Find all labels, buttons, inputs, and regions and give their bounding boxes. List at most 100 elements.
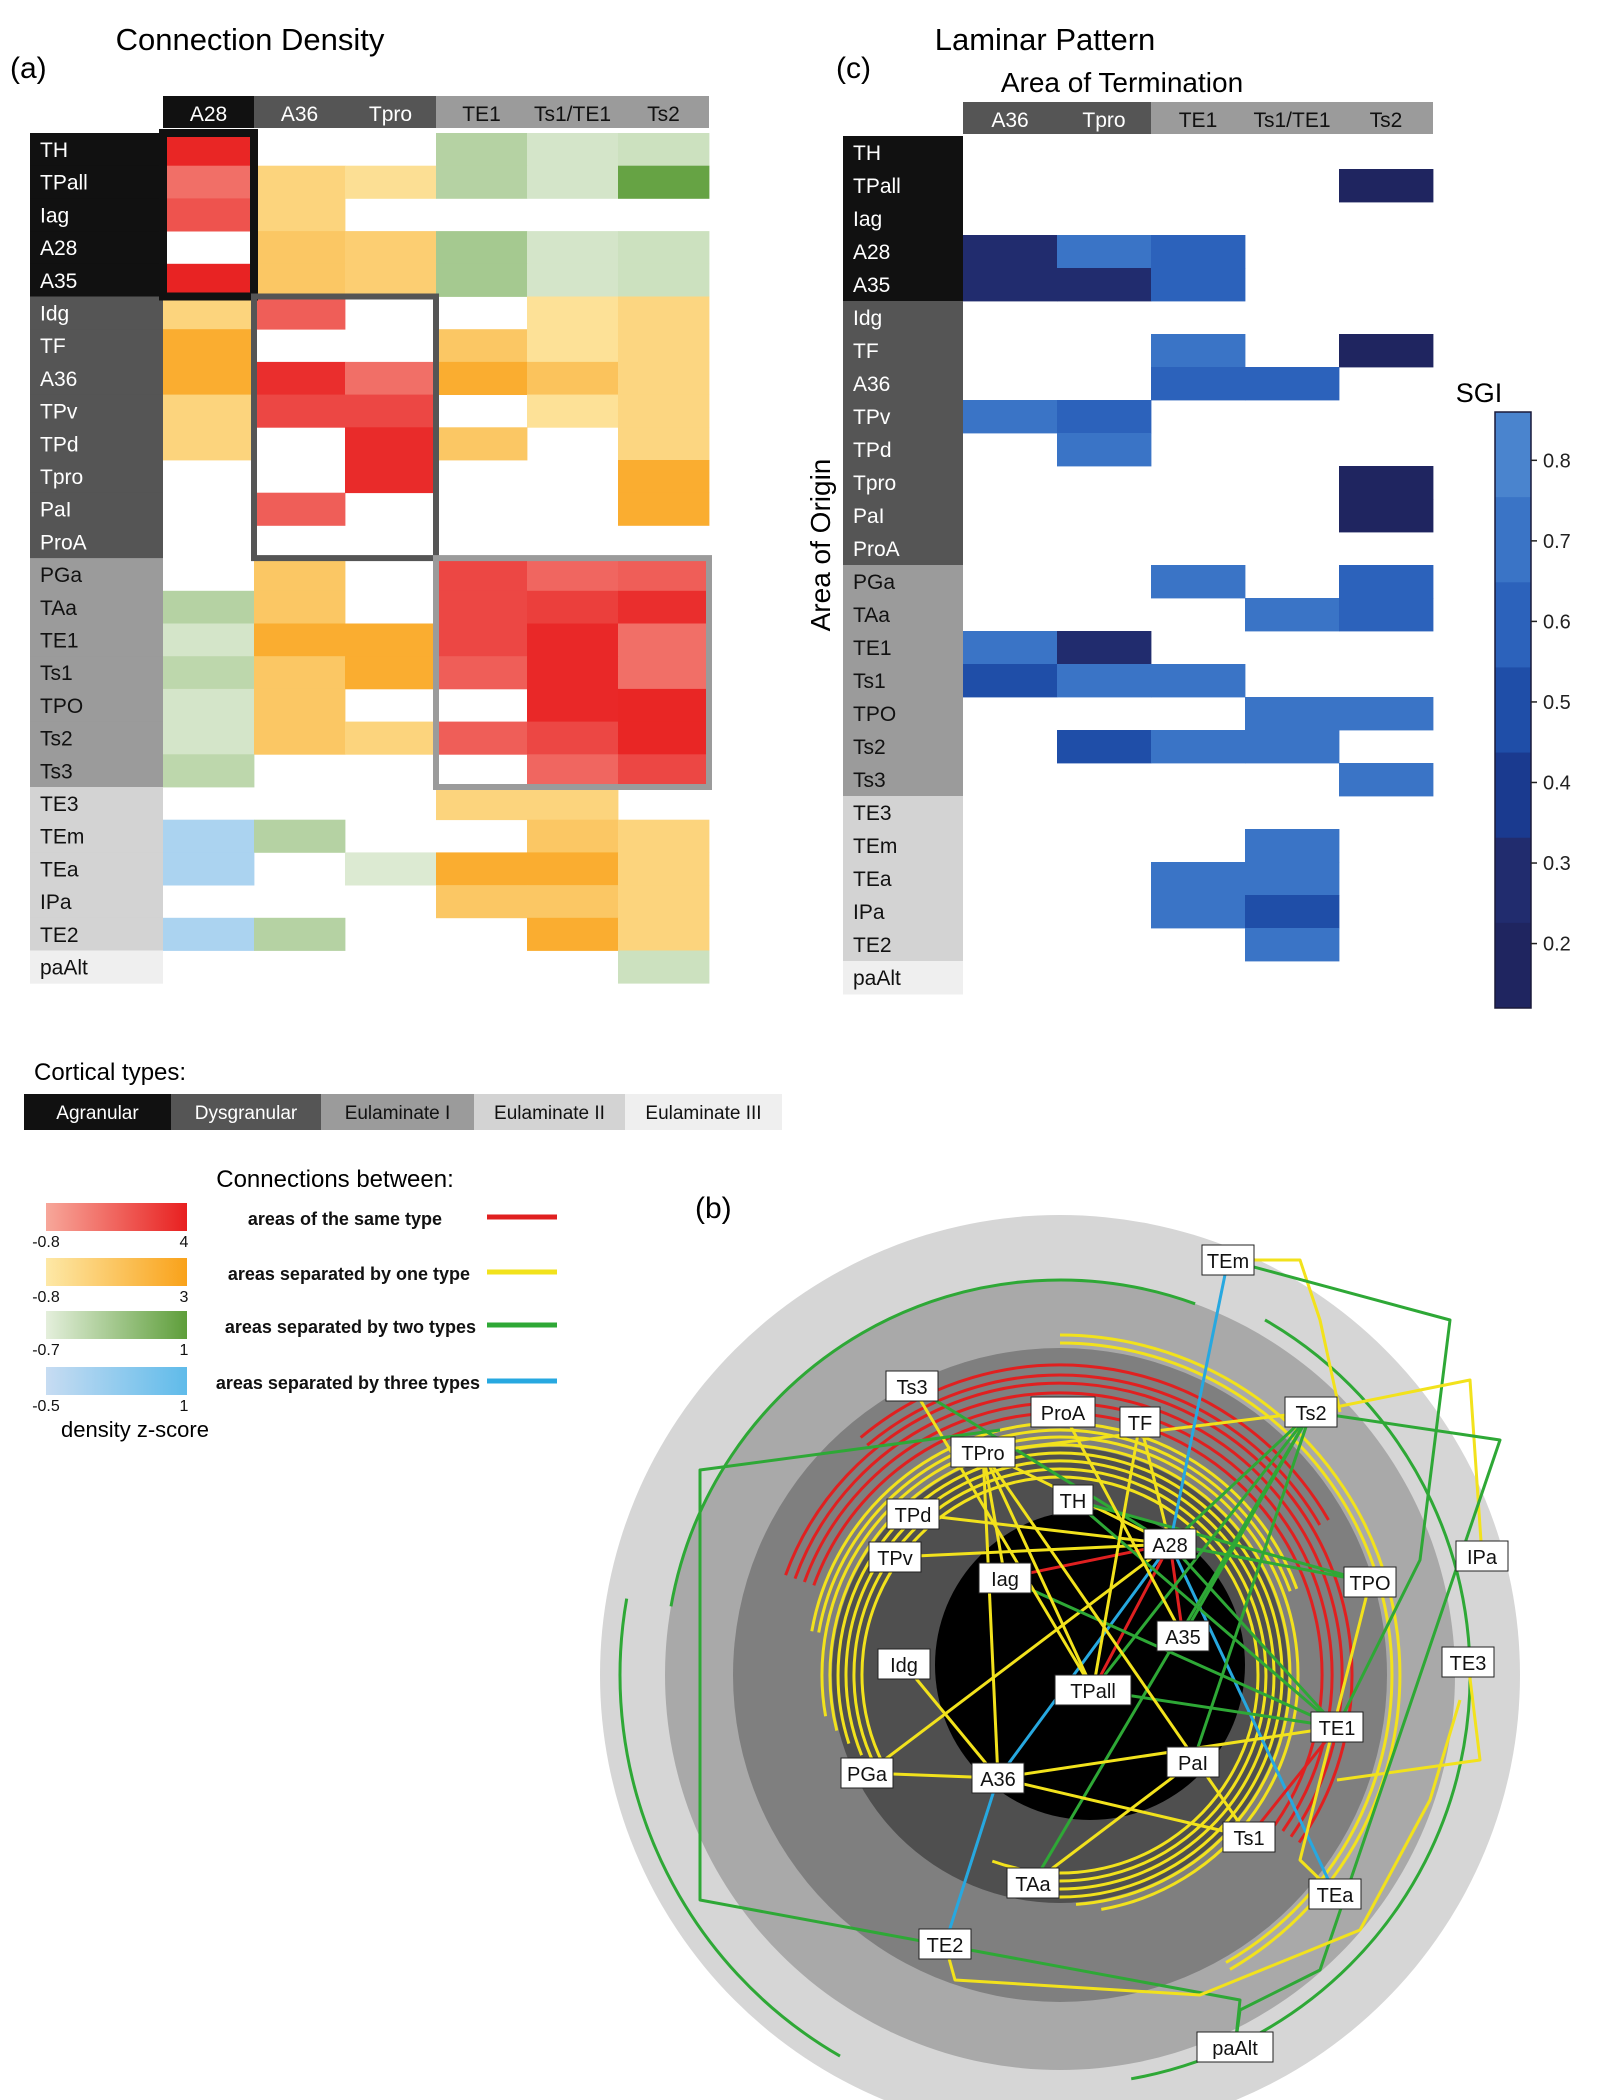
laminar-pattern-panel: (c) Laminar Pattern Area of Termination … xyxy=(805,22,1571,1009)
edge-a28-iag xyxy=(1004,1542,1171,1580)
sgi-col-header-tpro: Tpro xyxy=(1082,109,1125,132)
density-cell xyxy=(254,492,346,526)
density-row-bg xyxy=(30,917,163,951)
density-row-label-ts2: Ts2 xyxy=(40,728,73,751)
density-cell xyxy=(345,852,437,886)
density-cell xyxy=(436,852,528,886)
density-row-label-proa: ProA xyxy=(40,531,87,554)
sgi-row-label-ts2: Ts2 xyxy=(853,736,886,759)
sgi-row-bg xyxy=(843,565,963,599)
density-row-bg xyxy=(30,721,163,755)
origin-axis-title: Area of Origin xyxy=(805,459,836,632)
density-row-bg xyxy=(30,361,163,396)
density-row-bg xyxy=(30,198,163,232)
sgi-cell xyxy=(1245,928,1340,962)
edge-te1-ts1 xyxy=(1247,1726,1339,1838)
density-cell xyxy=(436,329,528,363)
sgi-row-label-a36: A36 xyxy=(853,373,890,396)
sgi-cell xyxy=(1339,565,1434,599)
eulaminate-group-box xyxy=(433,555,712,790)
connection-scales: -0.8 4 areas of the same type -0.8 3 areas se… xyxy=(32,1203,557,1415)
edge-arc-two xyxy=(618,1598,841,2058)
density-row-bg xyxy=(30,558,163,592)
density-cell xyxy=(527,787,619,821)
edge-ts2-pai xyxy=(1191,1411,1313,1763)
node-box-tf xyxy=(1119,1406,1161,1438)
sgi-cell xyxy=(1245,895,1340,929)
sgi-cell xyxy=(1339,598,1434,632)
scale-max: 4 xyxy=(180,1234,189,1251)
sgi-col-header-bg xyxy=(1245,102,1339,134)
sgi-cell xyxy=(1057,235,1152,269)
density-cell xyxy=(618,165,710,199)
density-cell xyxy=(618,329,710,363)
connection-density-panel: (a) Connection Density A28 A36 Tpro TE1 Ts1/… xyxy=(10,22,712,984)
edge-arc-same xyxy=(812,1411,1324,1827)
density-row-bg xyxy=(30,165,163,199)
density-row-labels: TH TPall Iag A28 A35 Idg TF A36 TPv TPd Tpro PaI Pro… xyxy=(30,133,163,984)
type-label-eulaminate1: Eulaminate I xyxy=(345,1103,451,1124)
density-row-bg xyxy=(30,263,163,297)
node-label-pga: PGa xyxy=(847,1764,888,1786)
sgi-col-header-bg xyxy=(1339,102,1433,134)
type-swatch-dysgranular xyxy=(171,1094,321,1130)
density-cell xyxy=(345,427,437,461)
type-swatch-agranular xyxy=(24,1094,171,1130)
density-col-header-bg xyxy=(163,96,254,128)
scale-max: 1 xyxy=(180,1398,189,1415)
sgi-cell xyxy=(1339,169,1434,203)
edge-te1-iag xyxy=(1004,1576,1338,1729)
sgi-row-label-taa: TAa xyxy=(853,604,890,627)
sgi-row-label-ipa: IPa xyxy=(853,901,885,924)
node-label-tem: TEm xyxy=(1207,1251,1249,1273)
density-cell xyxy=(618,885,710,919)
sgi-row-label-te1: TE1 xyxy=(853,637,892,660)
density-cell xyxy=(345,721,437,755)
density-cell xyxy=(618,656,710,690)
density-row-bg xyxy=(30,492,163,526)
density-row-bg xyxy=(30,590,163,624)
density-row-label-a36: A36 xyxy=(40,368,77,391)
sgi-row-bg xyxy=(843,136,963,170)
density-cell xyxy=(163,688,255,722)
node-label-tpo: TPO xyxy=(1349,1573,1390,1595)
sgi-cell xyxy=(1151,862,1246,896)
density-row-label-iag: Iag xyxy=(40,204,69,227)
colorbar-tick-label: 0.2 xyxy=(1543,934,1571,956)
density-cell xyxy=(527,852,619,886)
sgi-cell xyxy=(963,631,1058,665)
density-cell xyxy=(436,721,528,755)
sgi-row-bg xyxy=(843,532,963,566)
scale-gradient xyxy=(46,1203,187,1231)
density-col-header-bg xyxy=(618,96,709,128)
density-cell xyxy=(527,917,619,951)
density-cell xyxy=(436,623,528,657)
density-cell xyxy=(436,590,528,624)
density-cell xyxy=(527,133,619,167)
density-cell xyxy=(436,165,528,199)
density-col-header-bg xyxy=(527,96,618,128)
node-label-te3: TE3 xyxy=(1450,1653,1487,1675)
density-cell xyxy=(618,623,710,657)
sgi-row-bg xyxy=(843,928,963,962)
scale-gradient xyxy=(46,1367,187,1395)
sgi-row-bg xyxy=(843,268,963,302)
density-row-bg xyxy=(30,525,163,559)
edge-tf-tpall xyxy=(1091,1421,1142,1691)
sgi-row-label-ts1: Ts1 xyxy=(853,670,886,693)
density-row-label-tf: TF xyxy=(40,335,66,358)
sgi-cell xyxy=(1057,400,1152,434)
density-cell xyxy=(163,754,255,788)
scale-min: -0.5 xyxy=(32,1398,60,1415)
sgi-cell xyxy=(1245,598,1340,632)
sgi-row-bg xyxy=(843,763,963,797)
node-box-te1 xyxy=(1310,1711,1364,1743)
density-row-bg xyxy=(30,819,163,853)
colorbar-segment xyxy=(1495,837,1531,924)
sgi-cell xyxy=(963,400,1058,434)
density-cell xyxy=(527,656,619,690)
density-cell xyxy=(345,231,437,265)
density-col-header-bg xyxy=(436,96,527,128)
density-cell xyxy=(163,590,255,624)
